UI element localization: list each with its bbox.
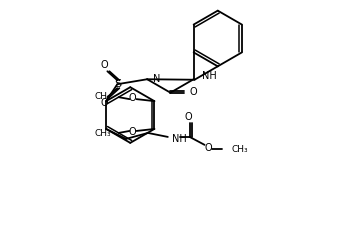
Text: O: O (185, 112, 192, 122)
Text: O: O (205, 143, 213, 153)
Text: O: O (189, 87, 197, 97)
Text: CH₃: CH₃ (94, 130, 110, 139)
Text: CH₃: CH₃ (94, 92, 110, 101)
Text: S: S (114, 79, 121, 89)
Text: O: O (101, 60, 108, 70)
Text: CH₃: CH₃ (232, 145, 248, 154)
Text: NH: NH (172, 134, 186, 144)
Text: NH: NH (202, 71, 216, 81)
Text: N: N (153, 74, 161, 84)
Text: O: O (129, 93, 136, 103)
Text: O: O (101, 98, 108, 108)
Text: O: O (129, 127, 136, 137)
